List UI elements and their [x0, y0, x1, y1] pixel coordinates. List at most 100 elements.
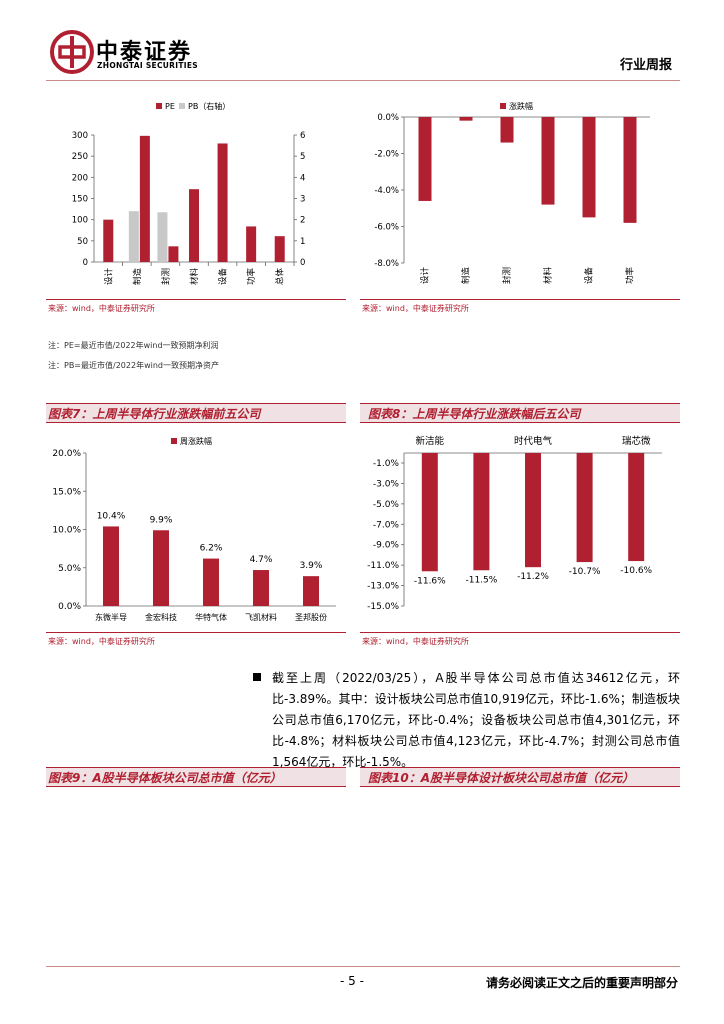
- change-bar: [582, 117, 596, 218]
- legend-change-label: 涨跌幅: [509, 101, 533, 111]
- footer-divider: [46, 966, 680, 967]
- data-label: 9.9%: [150, 515, 173, 525]
- y2-tick-label: 6: [300, 131, 305, 141]
- x-tick-label: 圣邦股份: [295, 612, 327, 622]
- y-tick-label: 200: [72, 173, 88, 183]
- top5-bar: [303, 576, 319, 606]
- figure-9-title: 图表9：A股半导体板块公司总市值（亿元）: [48, 771, 282, 785]
- figure-title-bar: [46, 403, 346, 423]
- y2-tick-label: 1: [300, 237, 305, 247]
- data-label: 10.4%: [97, 511, 126, 521]
- x-tick-label: 功率: [246, 268, 257, 286]
- y-tick-label: 50: [77, 237, 88, 247]
- legend-pb-label: PB（右轴）: [188, 101, 230, 111]
- bottom5-bar: [473, 453, 490, 571]
- figure-title-bar: [360, 767, 680, 787]
- report-type: 行业周报: [619, 58, 672, 73]
- y-tick-label: 0.0%: [377, 113, 399, 123]
- y2-tick-label: 3: [300, 195, 305, 205]
- legend-change-swatch: [500, 103, 506, 109]
- figure-title-bar: [360, 403, 680, 423]
- bottom5-chart: -1.0% -3.0% -5.0% -7.0% -9.0% -11.0% -13.0% -15…: [367, 435, 662, 612]
- y-tick-label: -2.0%: [374, 150, 399, 160]
- x-tick-label: 总体: [275, 268, 286, 286]
- x-tick-label: 飞凯材料: [245, 612, 277, 622]
- header-divider: [46, 80, 680, 81]
- pe-bar: [189, 189, 199, 262]
- divider: [360, 299, 680, 300]
- pe-bar: [139, 135, 150, 262]
- legend-pe-label: PE: [165, 102, 175, 111]
- note-pe: 注：PE=最近市值/2022年wind一致预期净利润: [48, 341, 219, 350]
- y-tick-label: -5.0%: [373, 500, 400, 510]
- y2-tick-label: 0: [300, 258, 305, 268]
- y2-tick-label: 4: [300, 173, 305, 183]
- x-category-label: 时代电气: [514, 435, 553, 447]
- data-label: -10.6%: [620, 566, 652, 576]
- y-tick-label: 5.0%: [58, 564, 81, 574]
- data-label: -10.7%: [569, 567, 601, 577]
- change-legend: 涨跌幅: [500, 101, 533, 111]
- source-top5: 来源：wind，中泰证券研究所: [48, 637, 155, 646]
- data-label: -11.6%: [414, 576, 446, 586]
- pb-bar: [157, 212, 168, 262]
- x-category-label: 新洁能: [416, 435, 445, 447]
- y-tick-label: 100: [72, 216, 88, 226]
- y-tick-label: 150: [72, 195, 88, 205]
- y-tick-label: -9.0%: [373, 541, 400, 551]
- bullet-icon: [253, 673, 261, 681]
- figure-title-bar: [46, 767, 346, 787]
- x-tick-label: 设备: [218, 268, 229, 286]
- legend-top5-label: 周涨跌幅: [180, 436, 212, 446]
- top5-bar: [203, 558, 219, 606]
- pe-pb-chart: PE PB（右轴） 0 50 100 150 200 250 300 0 1 2 3 4 5 6 设计 制造封…: [72, 101, 306, 286]
- divider: [46, 299, 346, 300]
- x-tick-label: 金宏科技: [145, 612, 177, 622]
- y-tick-label: 250: [72, 152, 88, 162]
- figure-10-title: 图表10：A股半导体设计板块公司总市值（亿元）: [368, 771, 634, 785]
- divider: [46, 632, 346, 633]
- y-tick-label: -6.0%: [374, 223, 399, 233]
- change-bar: [418, 117, 432, 201]
- x-tick-label: 设计: [420, 267, 431, 285]
- page-number: - 5 -: [340, 974, 364, 988]
- y-tick-label: 0.0%: [58, 602, 81, 612]
- footer-disclaimer: 请务必阅读正文之后的重要声明部分: [485, 976, 678, 990]
- pe-pb-legend: PE PB（右轴）: [156, 101, 230, 111]
- y2-tick-label: 5: [300, 152, 305, 162]
- y-tick-label: -7.0%: [373, 520, 400, 530]
- note-pb: 注：PB=最近市值/2022年wind一致预期净资产: [48, 361, 219, 370]
- y-tick-label: -13.0%: [367, 582, 399, 592]
- legend-pb-swatch: [179, 103, 185, 109]
- x-tick-label: 制造: [132, 268, 143, 286]
- figure-8-title: 图表8：上周半导体行业涨跌幅后五公司: [368, 407, 581, 421]
- source-bottom5: 来源：wind，中泰证券研究所: [362, 637, 469, 646]
- bottom5-bar: [628, 453, 645, 562]
- data-label: -11.5%: [465, 575, 497, 585]
- segment-change-chart: 涨跌幅 0.0% -2.0% -4.0% -6.0% -8.0% 设计 制造 封测 材料 设备 功率: [374, 101, 650, 285]
- x-tick-label: 功率: [625, 267, 636, 285]
- pe-bar: [217, 143, 228, 262]
- y-tick-label: 15.0%: [52, 487, 81, 497]
- x-tick-label: 东微半导: [95, 612, 127, 622]
- pe-bar: [274, 236, 285, 262]
- source-pe-pb: 来源：wind，中泰证券研究所: [48, 304, 155, 313]
- x-tick-label: 设计: [103, 268, 114, 286]
- zhongtai-logo-icon: [50, 30, 94, 74]
- top5-bar: [253, 570, 269, 606]
- data-label: 4.7%: [250, 555, 273, 565]
- x-tick-label: 设备: [584, 267, 595, 285]
- bottom5-bar: [421, 453, 438, 572]
- y-tick-label: -1.0%: [373, 459, 400, 469]
- y-tick-label: -3.0%: [373, 479, 400, 489]
- y-tick-label: 10.0%: [52, 526, 81, 536]
- legend-pe-swatch: [156, 103, 162, 109]
- top5-chart: 周涨跌幅 0.0% 5.0% 10.0% 15.0% 20.0% 10.4% 东微半导 9.9…: [52, 436, 336, 622]
- y-tick-label: 20.0%: [52, 449, 81, 459]
- legend-top5-swatch: [171, 438, 177, 444]
- bottom5-bar: [525, 453, 541, 568]
- y-tick-label: -4.0%: [374, 186, 399, 196]
- pe-bar: [168, 246, 179, 262]
- x-tick-label: 制造: [461, 267, 472, 285]
- data-label: -11.2%: [517, 572, 549, 582]
